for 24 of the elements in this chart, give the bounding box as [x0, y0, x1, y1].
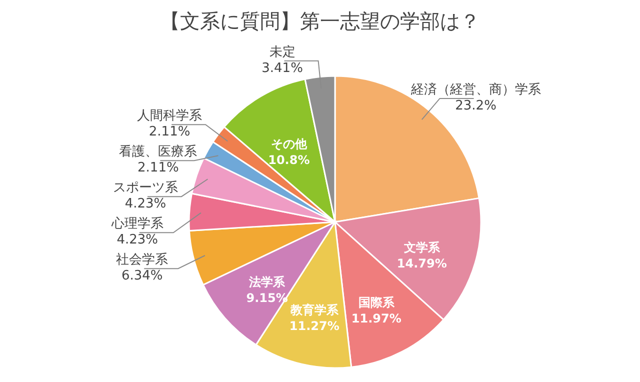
- slice-label: 未定: [269, 44, 296, 60]
- data-label: 3.41%: [262, 60, 303, 76]
- data-label: 23.2%: [455, 98, 496, 114]
- slice-label: 教育学系: [289, 303, 340, 318]
- slice-label: 看護、医療系: [119, 144, 198, 160]
- data-label: 14.79%: [396, 256, 447, 270]
- slice-label: スポーツ系: [112, 180, 178, 196]
- slice-label: 文学系: [402, 240, 441, 254]
- slice-label: 人間科学系: [137, 108, 202, 124]
- slice-label: 法学系: [248, 274, 286, 289]
- data-label: 11.97%: [351, 312, 402, 326]
- slice-label: その他: [270, 137, 308, 152]
- data-label: 10.8%: [268, 153, 310, 168]
- slice-label: 経済（経営、商）学系: [410, 81, 541, 98]
- slice-label: 心理学系: [110, 216, 164, 232]
- chart-title: 【文系に質問】第一志望の学部は？: [160, 9, 480, 33]
- data-label: 6.34%: [121, 268, 163, 284]
- data-label: 2.11%: [138, 160, 179, 176]
- slice-label: 社会学系: [116, 252, 168, 268]
- data-label: 11.27%: [289, 319, 340, 334]
- slice-label: 国際系: [358, 296, 396, 310]
- data-label: 4.23%: [124, 196, 166, 212]
- data-label: 4.23%: [116, 232, 158, 248]
- data-label: 2.11%: [148, 124, 190, 140]
